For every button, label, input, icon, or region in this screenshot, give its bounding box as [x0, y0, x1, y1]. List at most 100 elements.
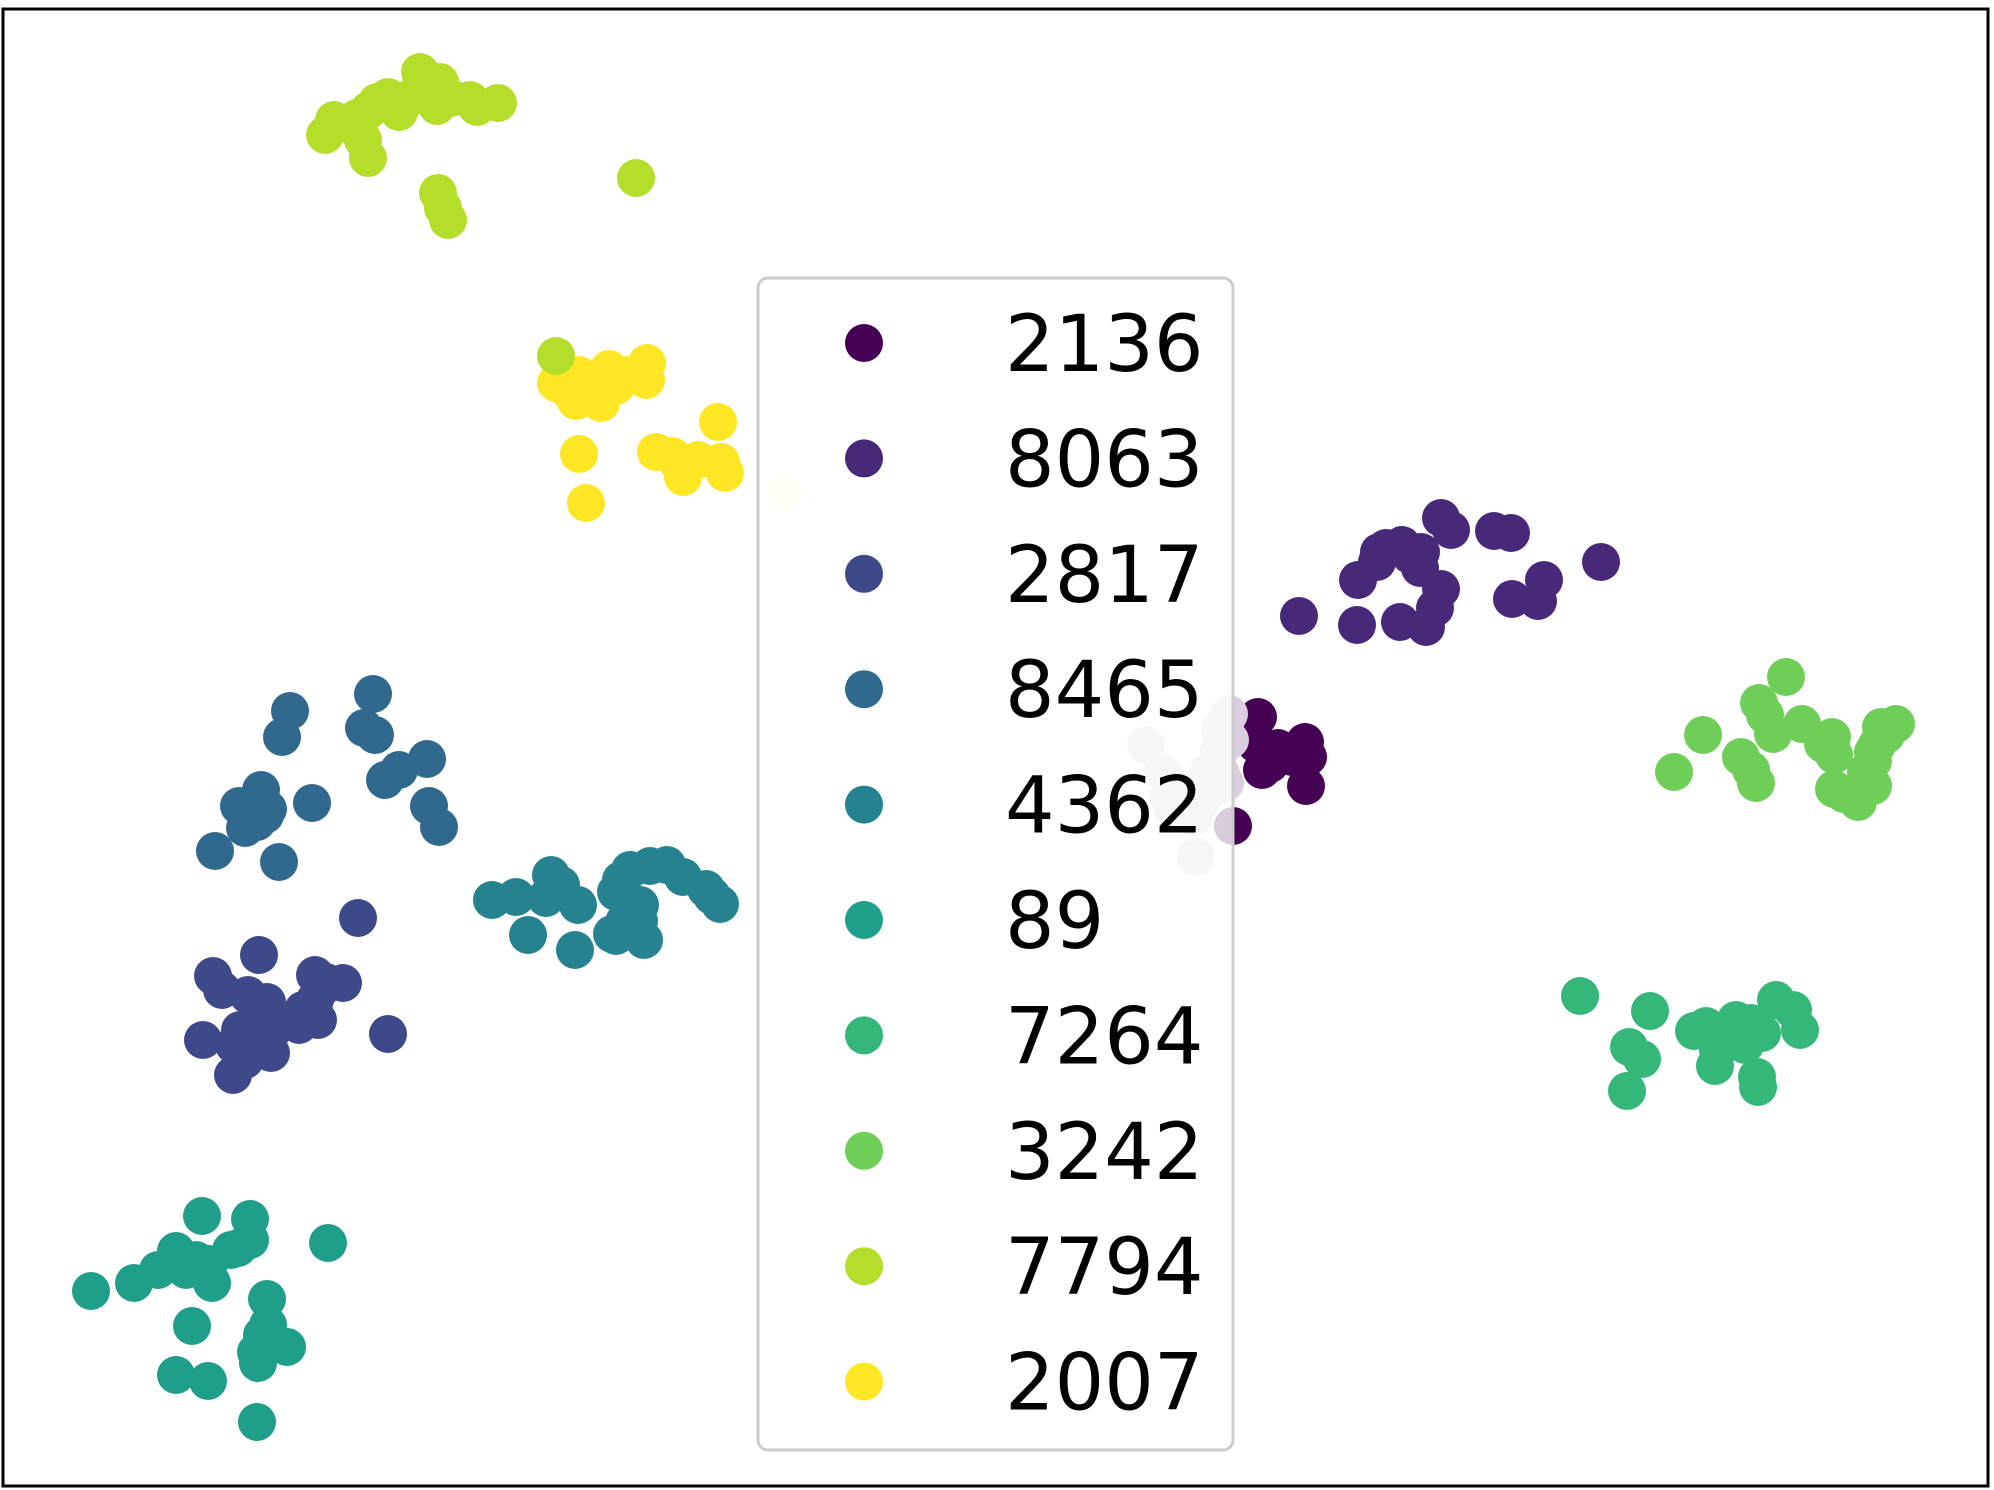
- data-point-series-2817: [293, 995, 331, 1033]
- data-point-series-3242: [1767, 658, 1805, 696]
- data-point-series-89: [193, 1264, 231, 1302]
- data-point-series-8063: [1432, 511, 1470, 549]
- data-point-series-8063: [1280, 597, 1318, 635]
- data-point-series-8465: [366, 761, 404, 799]
- legend-entry: 2817: [845, 531, 1204, 621]
- data-point-series-7264: [1623, 1040, 1661, 1078]
- legend-entry: 2007: [845, 1339, 1204, 1429]
- data-point-series-2817: [240, 936, 278, 974]
- legend-entry: 7264: [845, 992, 1204, 1082]
- legend-marker: [845, 1131, 883, 1170]
- data-point-series-2817: [214, 1056, 252, 1094]
- data-point-series-3242: [1684, 716, 1722, 754]
- legend-entry: 8465: [845, 646, 1204, 736]
- data-point-series-8465: [196, 832, 234, 870]
- legend-label: 2817: [1005, 531, 1204, 621]
- data-point-series-89: [183, 1197, 221, 1235]
- data-point-series-4362: [559, 886, 597, 924]
- data-point-series-89: [238, 1403, 276, 1441]
- data-point-series-8465: [246, 796, 284, 834]
- data-point-series-4362: [701, 885, 739, 923]
- legend-label: 7264: [1005, 992, 1204, 1082]
- data-point-series-2007: [582, 384, 620, 422]
- data-point-series-7794: [349, 139, 387, 177]
- legend-marker: [845, 1016, 883, 1055]
- data-point-series-2007: [567, 484, 605, 522]
- data-point-series-8465: [260, 843, 298, 881]
- data-point-series-7264: [1739, 1068, 1777, 1106]
- data-point-series-89: [173, 1307, 211, 1345]
- legend-label: 2007: [1005, 1339, 1204, 1429]
- data-point-series-2007: [664, 458, 702, 496]
- data-point-series-8465: [293, 784, 331, 822]
- data-point-series-8063: [1339, 561, 1377, 599]
- legend-label: 8465: [1005, 646, 1204, 736]
- legend-entry: 2136: [845, 300, 1204, 390]
- data-point-series-7794: [418, 87, 456, 125]
- legend-label: 4362: [1005, 762, 1204, 852]
- data-point-series-8063: [1492, 514, 1530, 552]
- data-point-series-89: [239, 1344, 277, 1382]
- data-point-series-4362: [556, 931, 594, 969]
- data-point-series-7264: [1631, 992, 1669, 1030]
- data-point-series-89: [309, 1224, 347, 1262]
- data-point-series-89: [157, 1356, 195, 1394]
- data-point-series-4362: [593, 915, 631, 953]
- legend-entry: 89: [845, 877, 1104, 967]
- data-point-series-8063: [1381, 603, 1419, 641]
- data-point-series-7794: [315, 101, 353, 139]
- data-point-series-7264: [1726, 1026, 1764, 1064]
- data-point-series-2007: [706, 454, 744, 492]
- data-point-series-8063: [1338, 606, 1376, 644]
- data-point-series-2136: [1239, 698, 1277, 736]
- scatter-points: [72, 53, 1915, 1441]
- legend-entry: 3242: [845, 1108, 1204, 1198]
- data-point-series-2007: [560, 435, 598, 473]
- legend-label: 2136: [1005, 300, 1204, 390]
- legend-entry: 4362: [845, 762, 1204, 852]
- data-point-series-8063: [1525, 561, 1563, 599]
- data-point-series-2007: [699, 403, 737, 441]
- legend-label: 7794: [1005, 1223, 1204, 1313]
- data-point-series-7264: [1608, 1072, 1646, 1110]
- data-point-series-2817: [221, 1011, 259, 1049]
- legend-marker: [845, 324, 883, 362]
- data-point-series-89: [268, 1328, 306, 1366]
- data-point-series-7794: [617, 159, 655, 197]
- data-point-series-3242: [1737, 764, 1775, 802]
- data-point-series-2007: [609, 356, 647, 394]
- data-point-series-7794: [424, 189, 462, 227]
- data-point-series-2817: [369, 1015, 407, 1053]
- data-point-series-8063: [1360, 533, 1398, 571]
- data-point-series-3242: [1858, 726, 1896, 764]
- data-point-series-89: [219, 1229, 257, 1267]
- data-point-series-2817: [184, 1021, 222, 1059]
- legend-marker: [845, 901, 883, 939]
- data-point-unlabeled-0: [537, 337, 575, 375]
- data-point-series-7264: [1781, 1011, 1819, 1049]
- legend-label: 89: [1005, 877, 1104, 967]
- legend-entry: 8063: [845, 415, 1204, 505]
- legend: 2136 8063 2817 8465 4362 89 7264 3242 7794 2007: [756, 276, 1235, 1452]
- data-point-series-7794: [479, 84, 517, 122]
- data-point-series-3242: [1815, 736, 1853, 774]
- legend-label: 8063: [1005, 415, 1204, 505]
- legend-marker: [845, 785, 883, 824]
- legend-marker: [845, 554, 883, 593]
- data-point-series-7264: [1561, 977, 1599, 1015]
- data-point-series-8465: [356, 716, 394, 754]
- data-point-series-4362: [625, 921, 663, 959]
- data-point-series-89: [189, 1362, 227, 1400]
- data-point-series-3242: [1815, 770, 1853, 808]
- data-point-series-4362: [509, 916, 547, 954]
- data-point-series-8465: [354, 675, 392, 713]
- data-point-series-8063: [1391, 536, 1429, 574]
- data-point-series-4362: [527, 879, 565, 917]
- data-point-series-4362: [497, 878, 535, 916]
- legend-items: 2136 8063 2817 8465 4362 89 7264 3242 7794 2007: [845, 300, 1204, 1429]
- data-point-series-2136: [1287, 767, 1325, 805]
- data-point-series-3242: [1655, 753, 1693, 791]
- data-point-series-2817: [252, 1034, 290, 1072]
- data-point-series-89: [72, 1272, 110, 1310]
